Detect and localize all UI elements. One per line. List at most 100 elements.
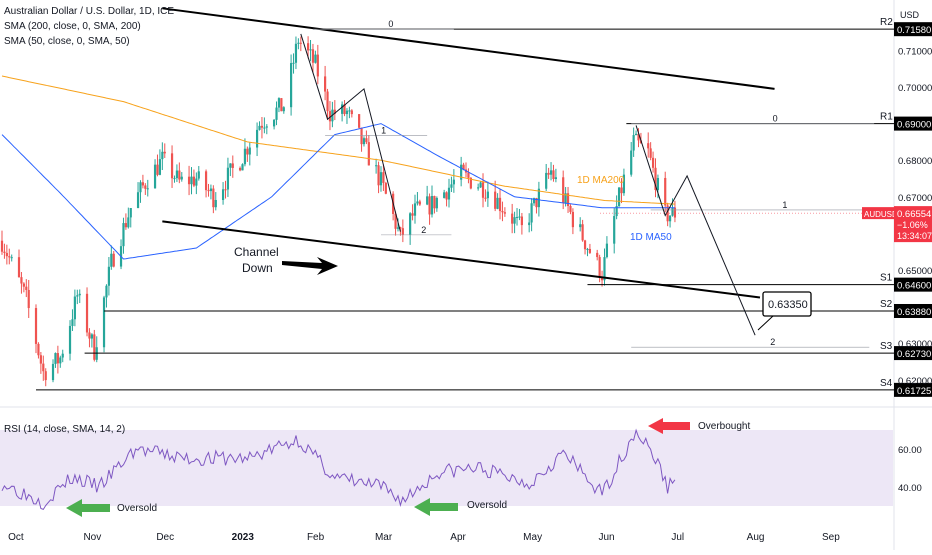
candle[interactable] — [127, 207, 130, 229]
candle[interactable] — [445, 191, 448, 207]
candle[interactable] — [146, 179, 149, 197]
candle[interactable] — [668, 215, 672, 228]
candle[interactable] — [647, 132, 650, 158]
candle[interactable] — [180, 172, 183, 182]
candle[interactable] — [484, 189, 487, 202]
candle[interactable] — [630, 142, 633, 177]
candle[interactable] — [238, 166, 242, 172]
candle[interactable] — [348, 106, 351, 119]
candle[interactable] — [88, 328, 91, 348]
candle[interactable] — [418, 199, 421, 206]
candle[interactable] — [537, 181, 540, 217]
candle[interactable] — [0, 230, 4, 255]
candle[interactable] — [375, 158, 378, 174]
candle[interactable] — [481, 173, 485, 208]
candle[interactable] — [192, 169, 196, 188]
candle[interactable] — [61, 349, 64, 363]
candle[interactable] — [333, 100, 336, 121]
candle[interactable] — [272, 118, 276, 130]
candle[interactable] — [68, 320, 72, 361]
candle[interactable] — [547, 167, 550, 179]
candle[interactable] — [651, 151, 655, 173]
candle[interactable] — [129, 207, 132, 228]
candle[interactable] — [73, 289, 76, 327]
candle[interactable] — [571, 208, 575, 235]
candle[interactable] — [654, 158, 657, 198]
candle[interactable] — [42, 355, 45, 381]
candle[interactable] — [229, 163, 232, 177]
candle[interactable] — [141, 174, 145, 189]
candle[interactable] — [112, 250, 115, 268]
candle[interactable] — [620, 178, 623, 204]
candle[interactable] — [535, 197, 538, 214]
candle[interactable] — [294, 36, 298, 70]
candle[interactable] — [5, 244, 8, 265]
candle[interactable] — [161, 142, 164, 171]
candle[interactable] — [316, 44, 319, 85]
candle[interactable] — [175, 164, 179, 182]
candle[interactable] — [613, 207, 616, 254]
candle[interactable] — [209, 184, 213, 200]
candle[interactable] — [664, 171, 667, 213]
candle[interactable] — [345, 108, 349, 124]
candle[interactable] — [107, 257, 110, 296]
candle[interactable] — [569, 204, 572, 215]
candle[interactable] — [394, 211, 397, 236]
candle[interactable] — [552, 164, 555, 182]
candle[interactable] — [280, 98, 283, 112]
candle[interactable] — [56, 345, 59, 374]
candle[interactable] — [358, 114, 361, 130]
candle[interactable] — [416, 192, 419, 206]
candle[interactable] — [136, 182, 140, 209]
candle[interactable] — [673, 200, 677, 223]
candle[interactable] — [195, 172, 198, 195]
candle[interactable] — [20, 272, 23, 294]
candle[interactable] — [530, 198, 533, 232]
candle[interactable] — [241, 163, 244, 171]
candle[interactable] — [248, 142, 251, 166]
candle[interactable] — [605, 236, 609, 259]
candle[interactable] — [328, 101, 332, 131]
candle[interactable] — [212, 185, 215, 214]
candle[interactable] — [343, 100, 346, 117]
candle[interactable] — [314, 50, 317, 64]
candle[interactable] — [90, 333, 93, 348]
candle[interactable] — [426, 185, 429, 206]
candle[interactable] — [341, 101, 344, 122]
candle[interactable] — [588, 243, 592, 254]
candle[interactable] — [139, 180, 142, 203]
candle[interactable] — [207, 183, 210, 197]
candle[interactable] — [224, 180, 227, 199]
candle[interactable] — [377, 161, 380, 194]
candle[interactable] — [382, 164, 385, 191]
candle[interactable] — [326, 88, 329, 120]
candle[interactable] — [549, 162, 553, 181]
candle[interactable] — [384, 181, 387, 195]
candle[interactable] — [365, 130, 368, 145]
candle[interactable] — [477, 183, 480, 191]
candle[interactable] — [452, 169, 455, 193]
candle[interactable] — [85, 287, 89, 337]
candle[interactable] — [173, 175, 176, 183]
candle[interactable] — [37, 342, 40, 359]
candle[interactable] — [496, 193, 499, 210]
candle[interactable] — [59, 355, 62, 368]
candle[interactable] — [600, 270, 604, 287]
candle[interactable] — [362, 136, 366, 147]
candle[interactable] — [153, 159, 157, 189]
candle[interactable] — [307, 36, 310, 59]
candle[interactable] — [44, 368, 47, 387]
candle[interactable] — [583, 239, 587, 255]
candle[interactable] — [428, 193, 431, 225]
candle[interactable] — [292, 53, 295, 74]
candle[interactable] — [433, 195, 436, 214]
candle[interactable] — [243, 138, 247, 167]
candle[interactable] — [76, 289, 79, 305]
candle[interactable] — [411, 204, 414, 221]
candle[interactable] — [263, 117, 266, 134]
candle[interactable] — [231, 155, 234, 178]
candle[interactable] — [170, 145, 174, 188]
candle[interactable] — [430, 185, 434, 218]
